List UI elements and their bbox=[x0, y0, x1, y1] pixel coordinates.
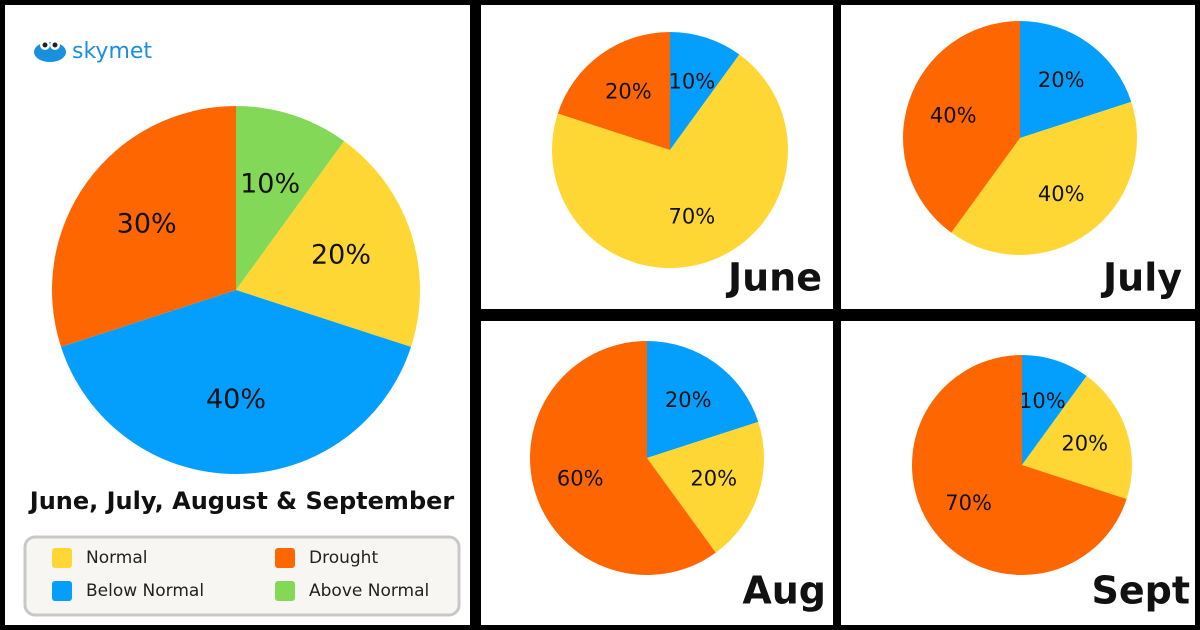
pie-slice bbox=[1022, 355, 1087, 465]
logo-text: skymet bbox=[72, 39, 152, 64]
data-label: 40% bbox=[206, 384, 266, 415]
data-label: 60% bbox=[557, 467, 604, 491]
pie-slice bbox=[911, 354, 1127, 575]
pie-slice bbox=[236, 106, 345, 290]
chart-title: June bbox=[725, 256, 822, 300]
data-label: 20% bbox=[1061, 432, 1108, 456]
data-label: 40% bbox=[1038, 182, 1085, 206]
pie-slice bbox=[951, 101, 1137, 255]
pie-slice bbox=[61, 290, 411, 474]
chart-title: Aug bbox=[742, 569, 826, 613]
data-label: 30% bbox=[117, 209, 177, 240]
pie-slice bbox=[1020, 21, 1132, 138]
data-label: 10% bbox=[240, 169, 300, 200]
legend-swatch bbox=[52, 581, 72, 601]
data-label: 10% bbox=[669, 70, 716, 94]
legend-label: Below Normal bbox=[86, 581, 204, 601]
pie-slice bbox=[903, 21, 1020, 233]
data-label: 20% bbox=[665, 388, 712, 412]
legend-swatch bbox=[52, 548, 72, 568]
data-label: 20% bbox=[605, 80, 652, 104]
pie-slice bbox=[236, 141, 420, 347]
data-label: 10% bbox=[1019, 389, 1066, 413]
legend-swatch bbox=[275, 581, 295, 601]
legend-box bbox=[23, 535, 461, 617]
chart-title: July bbox=[1100, 256, 1182, 300]
pie-slice bbox=[670, 32, 740, 150]
pie-slice bbox=[530, 341, 716, 575]
data-label: 20% bbox=[311, 239, 371, 270]
pie-slice bbox=[51, 106, 236, 347]
legend-label: Drought bbox=[309, 548, 378, 568]
chart-title: Sept bbox=[1091, 569, 1190, 613]
legend-label: Normal bbox=[86, 548, 148, 568]
pie-slice bbox=[557, 32, 670, 150]
data-label: 20% bbox=[690, 467, 737, 491]
legend-swatch bbox=[275, 548, 295, 568]
logo-icon bbox=[34, 40, 66, 62]
legend-label: Above Normal bbox=[309, 581, 429, 601]
chart-title: June, July, August & September bbox=[28, 487, 455, 515]
data-label: 70% bbox=[669, 204, 716, 228]
data-label: 20% bbox=[1038, 68, 1085, 92]
pie-slice bbox=[1022, 376, 1133, 499]
pie-slice bbox=[647, 341, 759, 458]
pie-slice bbox=[552, 54, 788, 268]
pie-slice bbox=[647, 421, 764, 553]
data-label: 70% bbox=[945, 491, 992, 515]
data-label: 40% bbox=[930, 103, 977, 127]
